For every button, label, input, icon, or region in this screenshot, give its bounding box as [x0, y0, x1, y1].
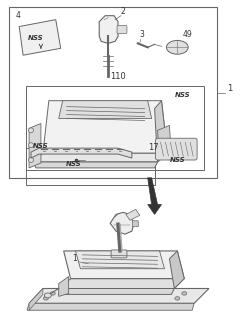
Ellipse shape: [167, 40, 188, 54]
Text: NSS: NSS: [33, 143, 49, 149]
Polygon shape: [29, 289, 43, 310]
Text: NSS: NSS: [169, 157, 185, 163]
Polygon shape: [59, 276, 69, 296]
FancyBboxPatch shape: [156, 138, 197, 160]
Circle shape: [29, 157, 34, 163]
Text: 1: 1: [72, 254, 77, 263]
Polygon shape: [33, 162, 158, 168]
FancyBboxPatch shape: [117, 26, 127, 34]
Bar: [26, 86, 204, 170]
Polygon shape: [19, 20, 61, 55]
Circle shape: [29, 128, 34, 133]
Polygon shape: [110, 212, 134, 234]
Ellipse shape: [182, 292, 187, 295]
Ellipse shape: [43, 297, 48, 300]
Text: NSS: NSS: [174, 92, 190, 98]
Text: 1: 1: [227, 84, 232, 93]
Polygon shape: [43, 101, 168, 153]
Text: 17: 17: [148, 143, 158, 152]
Text: 4: 4: [16, 11, 21, 20]
Bar: [26, 148, 155, 185]
Text: 110: 110: [110, 72, 126, 81]
Polygon shape: [99, 16, 118, 44]
Polygon shape: [31, 148, 132, 158]
Polygon shape: [29, 124, 41, 168]
Polygon shape: [158, 125, 171, 158]
FancyBboxPatch shape: [132, 221, 138, 227]
Text: 2: 2: [121, 7, 126, 16]
Bar: [9, 7, 217, 178]
Polygon shape: [29, 289, 209, 303]
Polygon shape: [148, 178, 162, 214]
Ellipse shape: [44, 293, 51, 298]
Polygon shape: [59, 289, 174, 294]
Polygon shape: [155, 101, 168, 162]
Polygon shape: [64, 251, 184, 279]
FancyBboxPatch shape: [111, 250, 127, 258]
Text: NSS: NSS: [28, 36, 44, 41]
Polygon shape: [76, 251, 164, 269]
Ellipse shape: [50, 292, 55, 295]
Polygon shape: [59, 101, 152, 118]
Text: NSS: NSS: [66, 161, 81, 167]
Polygon shape: [61, 279, 184, 289]
Polygon shape: [169, 251, 184, 289]
Polygon shape: [33, 153, 168, 162]
Circle shape: [29, 143, 34, 148]
Polygon shape: [126, 209, 140, 220]
Text: 49: 49: [182, 30, 192, 39]
Ellipse shape: [175, 297, 180, 300]
Polygon shape: [27, 303, 194, 310]
Text: 3: 3: [140, 30, 145, 39]
